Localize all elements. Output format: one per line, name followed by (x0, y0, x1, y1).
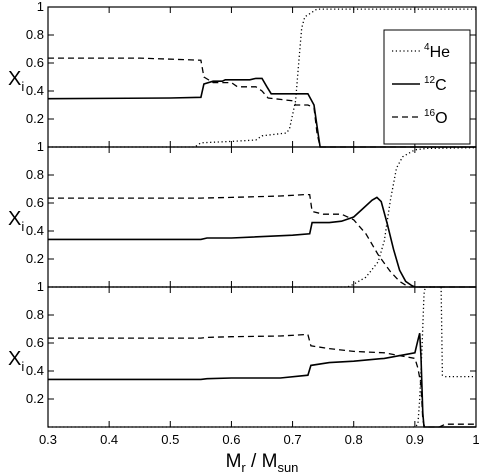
series-line-o (48, 57, 476, 148)
x-tick-label: 0.5 (161, 432, 179, 447)
legend-sup: 4 (424, 42, 430, 53)
legend-name: O (435, 110, 447, 127)
y-tick-label: 0.4 (26, 223, 44, 238)
y-tick-label: 1 (37, 0, 44, 14)
y-tick-label: 0.8 (26, 307, 44, 322)
y-tick-label: 1 (37, 279, 44, 294)
y-axis-label: Xi (8, 208, 24, 234)
panel-3: 0.2 0.4 0.6 0.8 1 Xi (8, 279, 477, 428)
legend-name: He (430, 44, 451, 61)
y-tick-label: 0.8 (26, 27, 44, 42)
legend-label-he: 4He (424, 42, 450, 61)
series-line-o (48, 193, 476, 288)
x-tick-label: 0.7 (284, 432, 302, 447)
y-tick-label: 0.6 (26, 195, 44, 210)
y-axis-label-main: X (8, 68, 21, 90)
x-axis-label-sub1: r (241, 460, 246, 472)
y-axis-label-sub: i (21, 219, 24, 234)
x-tick-label: 0.4 (100, 432, 118, 447)
x-tick-label: 0.3 (39, 432, 57, 447)
series-line-c (48, 196, 476, 288)
x-axis-label-sep: / M (246, 451, 278, 472)
x-tick-label: 0.9 (406, 432, 424, 447)
y-tick-label: 0.2 (26, 251, 44, 266)
panel-2: 0.2 0.4 0.6 0.8 1 Xi (8, 139, 477, 288)
y-axis-label-sub: i (21, 359, 24, 374)
series-line-o (48, 333, 476, 428)
y-tick-label: 1 (37, 139, 44, 154)
series-line-he (48, 286, 476, 428)
y-tick-label: 0.6 (26, 335, 44, 350)
series-line-he (48, 8, 476, 148)
x-axis-label-main: M (226, 451, 242, 472)
y-tick-label: 0.4 (26, 83, 44, 98)
legend-sup: 16 (424, 108, 436, 119)
y-tick-label: 0.2 (26, 391, 44, 406)
y-axis-label: Xi (8, 348, 24, 374)
x-axis-label: Mr / Msun (226, 451, 299, 472)
plot-frame (47, 146, 477, 288)
y-axis-label-sub: i (21, 79, 24, 94)
y-tick-label: 0.4 (26, 363, 44, 378)
y-tick-label: 0.2 (26, 111, 44, 126)
y-axis-label-main: X (8, 348, 21, 370)
series-line-c (48, 333, 476, 428)
y-tick-label: 0.8 (26, 167, 44, 182)
legend-sup: 12 (424, 75, 436, 86)
legend: 4He 12C 16O (383, 29, 471, 145)
y-axis-label: Xi (8, 68, 24, 94)
x-axis-label-sub2: sun (277, 460, 298, 472)
legend-name: C (435, 77, 447, 94)
plot-frame (47, 286, 477, 428)
y-axis-label-main: X (8, 208, 21, 230)
legend-box (383, 29, 471, 145)
x-tick-label: 0.8 (345, 432, 363, 447)
legend-label-o: 16O (424, 108, 448, 127)
series-line-he (48, 147, 477, 288)
x-tick-label: 1 (472, 432, 479, 447)
legend-label-c: 12C (424, 75, 447, 94)
y-tick-label: 0.6 (26, 55, 44, 70)
x-tick-label: 0.6 (222, 432, 240, 447)
